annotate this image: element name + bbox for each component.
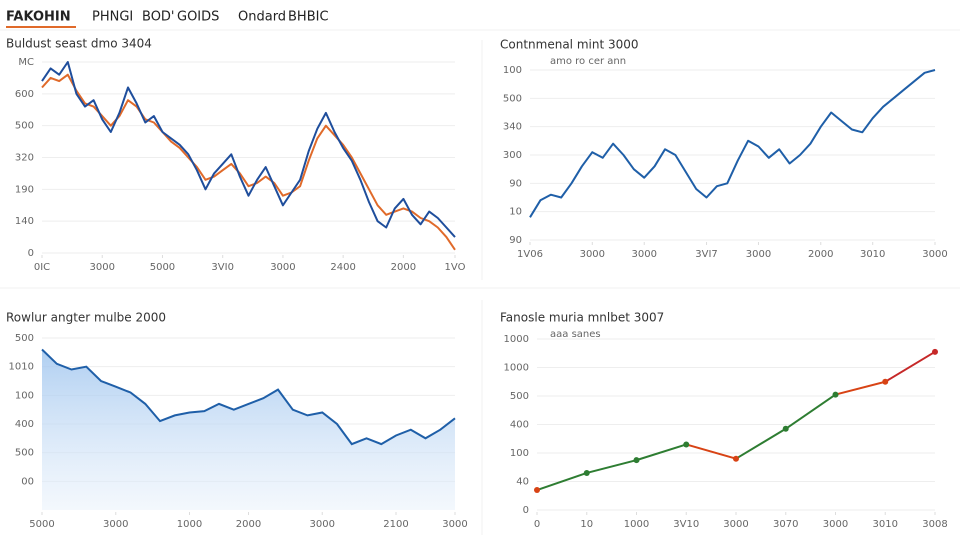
line-segment: [636, 443, 687, 462]
x-tick-label: 3000: [310, 519, 335, 530]
x-tick-label: 2100: [383, 519, 408, 530]
x-tick-label: 10: [580, 519, 593, 530]
y-tick-label: 0: [28, 248, 34, 259]
y-tick-label: 100: [510, 448, 529, 459]
line-segment: [884, 350, 936, 383]
x-tick-label: 1VO: [445, 262, 466, 273]
y-tick-label: 190: [15, 184, 34, 195]
y-tick-label: 600: [15, 89, 34, 100]
x-tick-label: 3000: [632, 249, 657, 260]
line-segment: [536, 472, 588, 491]
x-tick-label: 3VI0: [211, 262, 234, 273]
point: [633, 457, 640, 464]
x-tick-label: 2400: [330, 262, 355, 273]
line: [41, 348, 456, 446]
y-tick-label: 340: [503, 122, 522, 133]
y-tick-label: 100: [503, 65, 522, 76]
y-tick-label: 90: [509, 235, 522, 246]
nav-item[interactable]: Ondard: [238, 10, 286, 25]
y-tick-label: 100: [15, 390, 34, 401]
x-tick-label: 5000: [150, 262, 175, 273]
y-tick-label: 1000: [504, 363, 529, 374]
chart-title: Contnmenal mint 3000: [500, 38, 639, 52]
y-tick-label: 300: [503, 150, 522, 161]
x-tick-label: 3000: [90, 262, 115, 273]
y-tick-label: 400: [510, 420, 529, 431]
y-tick-label: 40: [516, 477, 529, 488]
x-tick-label: 0IC: [34, 262, 50, 273]
point: [683, 441, 690, 448]
y-tick-label: 0: [523, 505, 529, 516]
x-tick-label: 3000: [723, 519, 748, 530]
line-segment: [685, 443, 737, 460]
x-tick-label: 3010: [860, 249, 885, 260]
y-tick-label: 10: [509, 207, 522, 218]
y-tick-label: MC: [18, 57, 34, 68]
nav-item[interactable]: GOIDS: [177, 10, 219, 25]
point: [733, 455, 739, 462]
x-tick-label: 3VI7: [695, 249, 718, 260]
x-tick-label: 3V10: [673, 519, 699, 530]
line: [41, 73, 456, 251]
x-tick-label: 2000: [236, 519, 261, 530]
x-tick-label: 3000: [103, 519, 128, 530]
y-tick-label: 90: [509, 178, 522, 189]
y-tick-label: 1010: [9, 362, 34, 373]
point: [882, 378, 889, 385]
nav-item[interactable]: PHNGI: [92, 10, 133, 25]
line-segment: [586, 459, 637, 474]
nav-item[interactable]: BOD': [142, 10, 175, 25]
x-tick-label: 1000: [624, 519, 649, 530]
point: [782, 425, 789, 432]
x-tick-label: 3000: [746, 249, 771, 260]
x-tick-label: 3000: [580, 249, 605, 260]
brand: FAKOHIN: [6, 10, 71, 25]
point: [534, 487, 540, 494]
y-tick-label: 500: [15, 121, 34, 132]
y-tick-label: 500: [510, 391, 529, 402]
x-tick-label: 3000: [823, 519, 848, 530]
x-tick-label: 3070: [773, 519, 798, 530]
y-tick-label: 500: [503, 93, 522, 104]
nav-item[interactable]: BHBIC: [288, 10, 329, 25]
y-tick-label: 500: [15, 333, 34, 344]
line-segment: [785, 393, 837, 430]
brand-underline: [6, 26, 76, 28]
chart-subtitle: aaa sanes: [550, 329, 601, 340]
point: [932, 348, 938, 355]
chart-title: Fanosle muria mnlbet 3007: [500, 311, 664, 325]
point: [583, 469, 590, 476]
line-segment: [735, 427, 787, 460]
x-tick-label: 2000: [391, 262, 416, 273]
x-tick-label: 3000: [922, 249, 947, 260]
y-tick-label: 400: [15, 419, 34, 430]
y-tick-label: 320: [15, 153, 34, 164]
point: [832, 391, 839, 398]
y-tick-label: 1000: [504, 334, 529, 345]
line: [529, 69, 936, 218]
x-tick-label: 3010: [873, 519, 898, 530]
x-tick-label: 0: [534, 519, 540, 530]
x-tick-label: 5000: [29, 519, 54, 530]
x-tick-label: 2000: [808, 249, 833, 260]
chart-title: Buldust seast dmo 3404: [6, 37, 152, 51]
chart-subtitle: amo ro cer ann: [550, 56, 626, 67]
area: [42, 349, 455, 510]
line: [41, 61, 456, 238]
chart-title: Rowlur angter mulbe 2000: [6, 311, 166, 325]
x-tick-label: 1000: [177, 519, 202, 530]
y-tick-label: 140: [15, 216, 34, 227]
y-tick-label: 00: [21, 476, 34, 487]
x-tick-label: 3000: [442, 519, 467, 530]
line-segment: [835, 380, 886, 396]
x-tick-label: 3000: [270, 262, 295, 273]
x-tick-label: 3008: [922, 519, 947, 530]
x-tick-label: 1V06: [517, 249, 543, 260]
y-tick-label: 500: [15, 448, 34, 459]
